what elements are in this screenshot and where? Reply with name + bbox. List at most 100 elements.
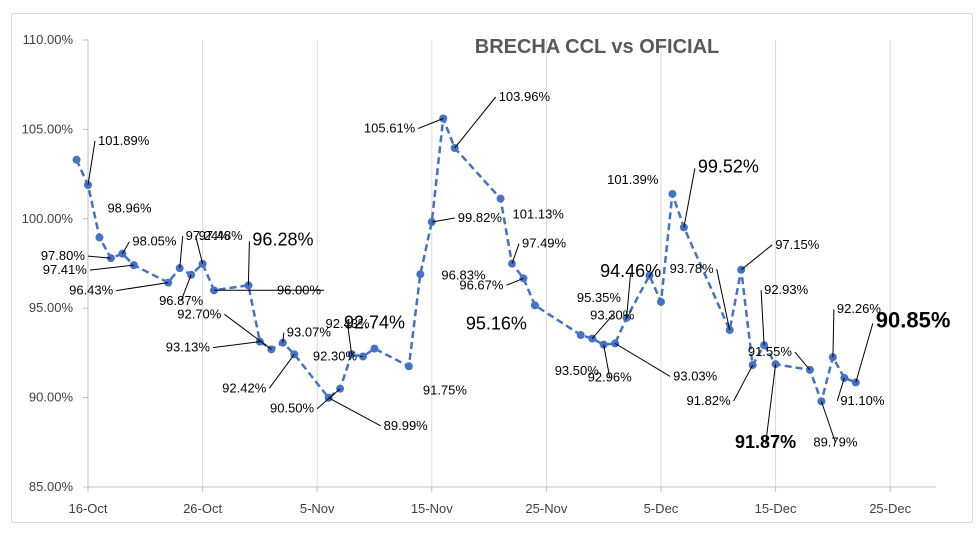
leader-line [454,96,497,149]
data-labels: 101.89% 98.96% 97.80% 98.05% 97.41% 96.43% 97.… [41,89,951,452]
data-point [599,340,608,349]
leader-line [431,217,455,223]
data-label: 99.52% [698,156,759,176]
data-label: 97.80% [41,248,86,263]
data-point [244,281,253,290]
leader-line [836,377,845,402]
data-label: 105.61% [364,120,416,135]
data-label: 96.67% [459,277,504,292]
data-label: 92.43% [326,316,371,331]
data-label: 98.96% [107,200,152,215]
data-label: 91.10% [840,393,885,408]
y-tick-label: 105.00% [22,121,74,136]
data-label: 91.55% [748,344,793,359]
x-tick-label: 15-Dec [755,501,797,516]
data-label: 96.00% [277,282,322,297]
leader-line [282,332,285,343]
data-label: 93.50% [555,363,600,378]
x-tick-label: 15-Nov [411,501,453,516]
gridlines [202,40,891,487]
data-label: 92.74% [344,313,405,333]
data-point [748,361,757,370]
y-tick-label: 90.00% [29,390,74,405]
data-point [129,261,138,270]
leader-line [224,313,272,350]
data-label: 90.85% [876,307,951,332]
data-label: 97.24% [186,228,231,243]
data-label: 92.96% [588,370,633,385]
leader-line [683,168,696,228]
data-label: 101.89% [98,133,150,148]
leader-line [116,282,169,292]
data-point [530,301,539,310]
data-point [427,218,436,227]
data-point [106,254,115,263]
data-point [370,344,379,353]
data-label: 95.16% [466,313,527,333]
data-point [725,326,734,335]
data-label: 103.96% [499,89,551,104]
leader-line [506,277,524,286]
chart-border [11,13,973,523]
data-label: 92.30% [313,348,358,363]
data-point [84,181,92,190]
data-label: 97.49% [522,236,567,251]
data-point [187,270,196,279]
data-label: 96.87% [159,293,204,308]
data-point [668,189,677,198]
axes: 16-Oct 26-Oct 5-Nov 15-Nov 25-Nov 5-Dec 15-Dec… [22,32,936,516]
leader-line [614,342,671,377]
data-label: 98.05% [132,234,177,249]
data-point [645,271,654,280]
leader-line [603,344,611,378]
data-label: 93.30% [590,308,635,323]
data-label: 96.28% [252,229,313,249]
leader-line [347,324,353,355]
data-label: 97.48% [199,228,244,243]
data-label: 89.99% [384,418,429,433]
chart-title: BRECHA CCL vs OFICIAL [475,36,719,58]
leader-line [87,255,111,259]
data-label: 90.50% [270,401,315,416]
y-tick-label: 110.00% [23,32,74,47]
y-tick-label: 85.00% [29,479,74,494]
data-point [72,155,81,164]
data-point [210,286,219,295]
data-label: 93.13% [166,340,211,355]
leader-line [121,241,130,254]
data-label: 91.87% [735,432,796,452]
leader-line [716,268,731,331]
data-label: 89.79% [813,434,858,449]
data-point [656,297,665,306]
y-tick-label: 95.00% [29,300,74,315]
x-tick-label: 25-Dec [869,501,911,516]
data-point [576,331,585,340]
data-label: 95.35% [577,290,622,305]
data-label: 92.70% [177,306,222,321]
leader-line [195,235,204,265]
data-point [496,194,505,203]
leader-line [268,354,295,389]
leader-line [418,118,444,129]
leader-line [820,401,836,443]
data-label: 101.13% [513,207,565,222]
x-tick-label: 5-Nov [300,501,335,516]
leader-line [87,140,96,186]
leader-line [626,272,632,318]
x-tick-label: 5-Dec [644,501,679,516]
data-point [359,352,368,361]
leader-line [328,397,381,427]
leader-line [180,274,192,301]
leader-line [760,290,765,346]
data-point [164,278,173,287]
data-point [771,360,780,369]
data-label: 91.82% [687,393,732,408]
data-label: 92.26% [837,301,882,316]
data-label: 93.07% [287,325,332,340]
data-point [760,341,769,350]
leader-line [247,241,250,286]
leader-line [212,341,260,349]
leader-line [179,236,184,269]
